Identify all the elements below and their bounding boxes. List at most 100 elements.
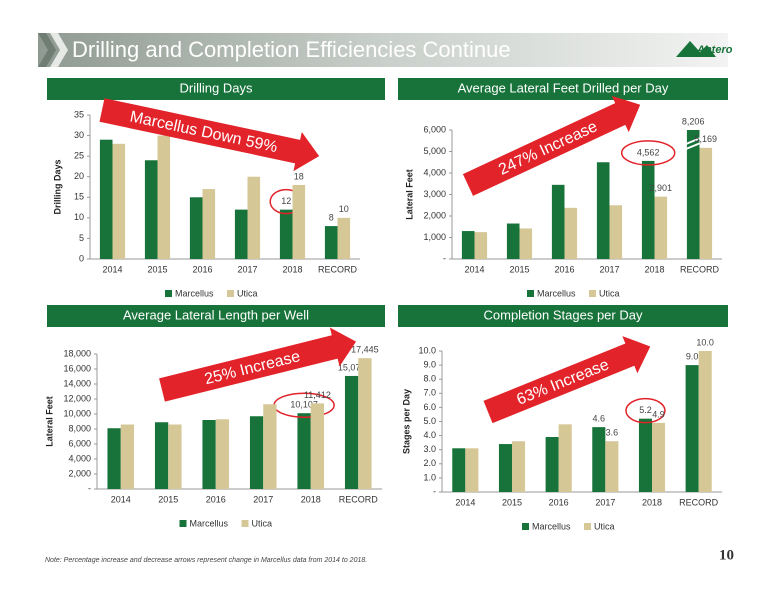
x-tick-label: 2018: [642, 497, 662, 507]
axis-break: [685, 137, 701, 145]
bar: [292, 184, 306, 259]
panel-title: Average Lateral Feet Drilled per Day: [458, 80, 669, 95]
y-tick-label: 25: [74, 151, 84, 161]
bar: [474, 232, 488, 259]
x-tick-label: 2015: [509, 264, 529, 274]
y-tick-label: 8,000: [68, 423, 91, 433]
y-tick-label: 5: [79, 233, 84, 243]
bar: [519, 228, 533, 259]
legend-label: Utica: [599, 288, 620, 298]
footnote: Note: Percentage increase and decrease a…: [45, 557, 367, 564]
y-tick-label: 9.0: [423, 359, 436, 369]
bar: [551, 184, 565, 259]
annotation-arrow: 63% Increase: [483, 336, 651, 424]
bar: [461, 231, 475, 259]
value-label: 4.6: [593, 414, 606, 424]
y-tick-label: 0: [79, 253, 84, 263]
y-tick-label: 16,000: [63, 363, 91, 373]
arrow-shape: [483, 336, 651, 424]
y-tick-label: 1,000: [423, 232, 446, 242]
x-tick-label: 2015: [158, 494, 178, 504]
value-label: 10: [339, 204, 349, 214]
bar: [168, 424, 182, 489]
x-tick-label: 2015: [147, 264, 167, 274]
value-label: 4,562: [637, 147, 660, 157]
bar: [263, 404, 277, 489]
panel-header: [398, 305, 728, 327]
y-tick-label: 4,000: [423, 167, 446, 177]
value-label: 17,445: [351, 345, 379, 355]
y-tick-label: 7.0: [423, 388, 436, 398]
bar: [202, 189, 216, 259]
legend-label: Marcellus: [175, 288, 214, 298]
bar: [545, 437, 559, 492]
bar: [596, 162, 610, 259]
arrow-shape: [462, 95, 641, 196]
y-axis-label: Lateral Feet: [404, 169, 414, 220]
legend-label: Utica: [594, 521, 615, 531]
bar: [498, 444, 512, 492]
bar: [234, 209, 248, 259]
bar: [558, 424, 572, 492]
arrow-shape: [159, 327, 357, 402]
bar: [297, 413, 311, 489]
y-tick-label: 4,000: [68, 453, 91, 463]
y-tick-label: 6,000: [68, 438, 91, 448]
y-tick-label: -: [443, 253, 446, 263]
y-tick-label: 5.0: [423, 416, 436, 426]
bar: [189, 197, 203, 259]
legend-swatch: [165, 290, 172, 297]
value-label: 10,107: [290, 400, 318, 410]
value-label: 18: [294, 171, 304, 181]
chevron: [38, 33, 56, 67]
legend-swatch: [522, 523, 529, 530]
y-axis-label: Lateral Feet: [44, 396, 54, 447]
bar: [99, 139, 113, 259]
bar: [506, 223, 520, 259]
legend-label: Marcellus: [537, 288, 576, 298]
x-tick-label: RECORD: [318, 264, 358, 274]
bar: [592, 427, 606, 492]
bar: [144, 160, 158, 259]
y-tick-label: 6.0: [423, 402, 436, 412]
panel-title: Completion Stages per Day: [484, 307, 643, 322]
bar: [112, 143, 126, 259]
bar: [638, 418, 652, 492]
x-tick-label: 2017: [595, 497, 615, 507]
value-label: 5.2: [639, 405, 652, 415]
bar: [564, 207, 578, 259]
x-tick-label: RECORD: [679, 497, 719, 507]
bar: [698, 351, 712, 492]
bar: [154, 422, 169, 489]
logo-text: Antero: [696, 44, 733, 56]
highlight-circle: [625, 397, 666, 424]
bar: [652, 422, 666, 492]
arrow-shape: [99, 98, 320, 172]
bar: [202, 420, 216, 489]
x-tick-label: 2018: [644, 264, 664, 274]
y-tick-label: 5,000: [423, 146, 446, 156]
x-tick-label: RECORD: [680, 264, 720, 274]
panel-title: Average Lateral Length per Well: [123, 307, 309, 322]
y-axis-label: Drilling Days: [52, 159, 62, 214]
value-label: 12: [281, 196, 291, 206]
x-tick-label: 2016: [206, 494, 226, 504]
value-label: 9.0: [686, 351, 699, 361]
y-tick-label: 6,000: [423, 124, 446, 134]
x-tick-label: 2017: [253, 494, 273, 504]
legend-swatch: [241, 520, 249, 527]
value-label: 2,901: [650, 183, 673, 193]
x-tick-label: 2014: [111, 494, 131, 504]
bar: [279, 209, 293, 259]
bar: [654, 196, 668, 259]
y-tick-label: -: [88, 483, 91, 493]
bar: [699, 147, 713, 259]
legend-label: Utica: [237, 288, 258, 298]
y-tick-label: 12,000: [63, 393, 91, 403]
axis-break: [685, 142, 701, 150]
panel-header: [47, 305, 385, 327]
x-tick-label: 2014: [464, 264, 484, 274]
y-tick-label: 30: [74, 130, 84, 140]
